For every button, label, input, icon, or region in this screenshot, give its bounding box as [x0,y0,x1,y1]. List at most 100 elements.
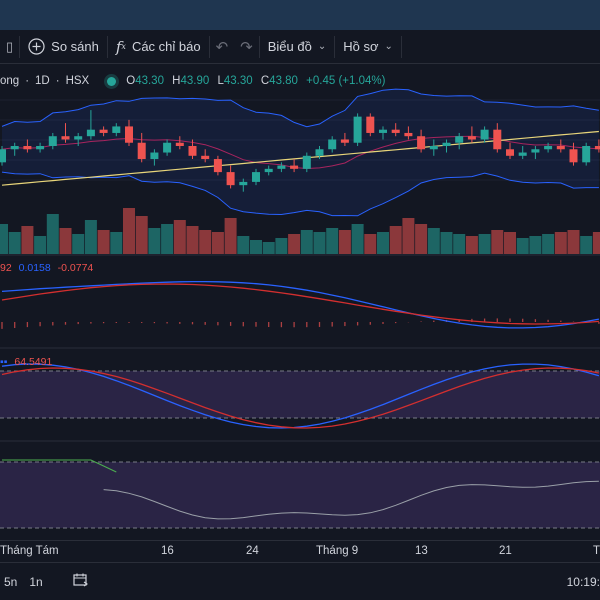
volume-bar [516,238,529,254]
volume-bar [415,224,428,254]
volume-bars [0,208,600,254]
candle-body [493,129,502,150]
candle-body [61,136,70,140]
volume-bar [275,238,288,254]
candle-body [429,146,438,150]
time-axis-label: 24 [246,545,259,557]
symbol-name: ong [0,75,20,87]
volume-bar [504,232,516,254]
profile-menu-label: Hồ sơ [343,39,379,54]
candle-body [252,172,260,182]
compare-label: So sánh [51,39,99,54]
price-change: +0.45 (+1.04%) [306,75,386,87]
volume-bar [110,232,123,254]
macd-line [1,280,600,329]
toolbar-separator [19,35,21,58]
volume-bar [402,218,415,254]
date-range-icon[interactable] [67,573,95,590]
legend-sep: · [25,75,30,87]
symbol-exchange: HSX [65,75,90,87]
time-axis-label: 13 [415,545,428,557]
time-axis-label: Tháng 9 [316,545,359,557]
candle-body [10,146,19,150]
symbol-legend[interactable]: ong · 1D · HSX O43.30 H43.90 L43.30 C43.… [0,72,390,90]
legend-sep: · [55,75,60,87]
candle-body [74,136,83,140]
volume-bar [377,232,389,254]
candle-body [0,149,6,163]
candles-group [0,110,600,192]
volume-bar [326,228,339,254]
macd-signal-line [1,283,599,325]
volume-bar [313,232,326,254]
bollinger-lower-line [1,171,599,217]
candle-body [23,146,32,150]
volume-bar [389,226,402,254]
profile-menu-button[interactable]: Hồ sơ ⌄ [335,30,401,64]
volume-bar [211,232,224,254]
plus-circle-icon [28,38,45,55]
rsi-band-fill [0,371,600,418]
rsi-signal-line [1,367,600,429]
toolbar-separator [258,35,260,58]
candle-body [328,139,337,150]
oscillator-band-fill [0,462,600,528]
toolbar-edge-control[interactable]: ▯ [6,38,14,54]
volume-bar [427,228,440,254]
market-status-dot-icon [107,76,117,86]
candle-body [594,146,600,150]
candle-body [506,149,514,156]
candle-body [379,129,387,133]
chart-menu-label: Biểu đồ [267,39,312,54]
toolbar-separator [208,35,210,58]
candle-body [455,136,464,143]
macd-legend[interactable]: 92 0.0158 -0.0774 [0,262,94,274]
volume-bar [554,232,567,254]
undo-icon[interactable]: ↶ [215,38,229,56]
time-axis-label: 21 [499,545,512,557]
volume-bar [84,220,97,254]
volume-bar [0,224,8,254]
oscillator-green-segment [2,459,117,473]
candle-body [188,146,197,156]
volume-bar [186,226,199,254]
volume-bar [34,236,47,254]
volume-bar [250,240,262,254]
volume-bar [453,234,466,254]
rsi-legend[interactable]: ▪▪ 64.5491 [0,356,53,368]
volume-bar [351,224,364,254]
candle-body [137,142,146,160]
range-5n-button[interactable]: 5n [4,574,18,589]
indicators-label: Các chỉ báo [131,39,201,54]
candle-body [340,139,349,143]
volume-bar [59,228,72,254]
candle-body [36,146,45,150]
clock-readout: 10:19: [566,575,600,589]
volume-bar [567,230,580,254]
candle-body [201,155,210,160]
compare-button[interactable]: So sánh [20,30,107,64]
candle-body [302,155,311,169]
candle-body [366,116,375,133]
candle-body [404,132,413,137]
top-header-strip [0,0,600,30]
redo-icon[interactable]: ↷ [240,38,253,56]
volume-bar [288,234,301,254]
range-1n-button[interactable]: 1n [29,574,43,589]
volume-bar [46,214,59,254]
time-axis-label: T [593,545,600,557]
price-chart[interactable] [0,64,600,540]
candle-body [48,136,57,146]
bollinger-upper-line [1,88,599,128]
toolbar-separator [400,35,402,58]
volume-bar [123,208,135,254]
candle-body [480,129,489,140]
time-axis[interactable]: Tháng Tám 16 24 Tháng 9 13 21 T [0,540,600,562]
candle-body [315,149,324,156]
candle-body [86,129,95,137]
macd-histogram [1,318,600,329]
chart-menu-button[interactable]: Biểu đồ ⌄ [260,30,334,64]
volume-bar [542,234,555,254]
